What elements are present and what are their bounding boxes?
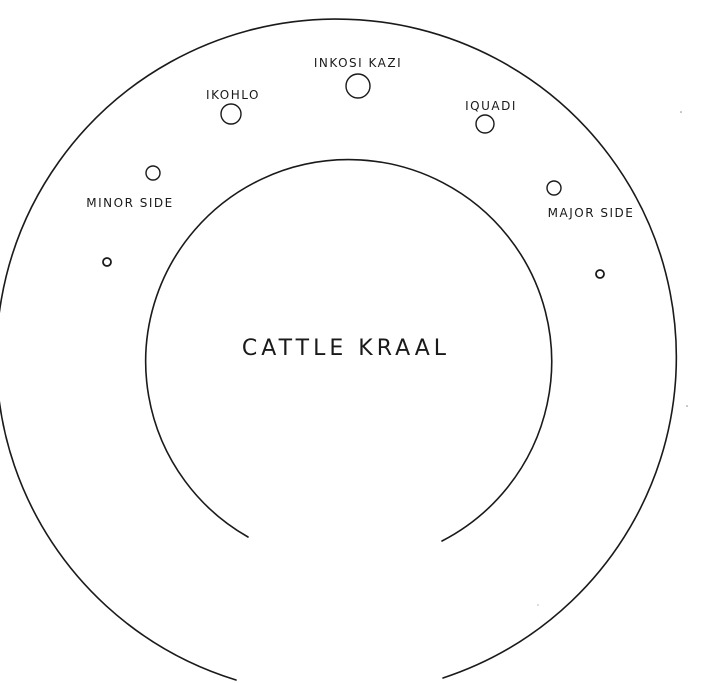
label-inkosi-kazi: INKOSI KAZI [314,56,402,70]
label-iquadi: IQUADI [465,99,517,113]
cattle-kraal-arc [144,158,553,542]
hut-ikohlo [220,103,242,125]
label-major-side: MAJOR SIDE [548,206,635,220]
hut-major-side [546,180,562,196]
label-minor-side: MINOR SIDE [86,196,173,210]
outer-enclosure-arc [0,18,678,681]
hut-minor-side [145,165,161,181]
gate-post-left [102,257,112,267]
label-cattle-kraal: CATTLE KRAAL [242,336,450,361]
hut-inkosi-kazi [345,73,371,99]
label-ikohlo: IKOHLO [206,88,260,102]
scan-speck [537,604,539,606]
hut-iquadi [475,114,495,134]
scan-speck [680,111,682,113]
scan-speck [686,405,688,407]
gate-post-right [595,269,605,279]
